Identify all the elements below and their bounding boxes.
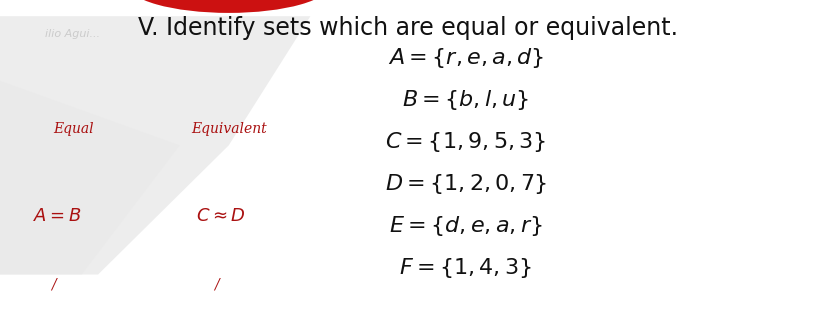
Text: $\mathit{E} = \{d, e, a, r\}$: $\mathit{E} = \{d, e, a, r\}$ [389,214,542,238]
Text: /: / [51,277,56,291]
Text: $\mathit{A} = \{r, e, a, d\}$: $\mathit{A} = \{r, e, a, d\}$ [387,46,544,70]
Text: ilio Agui...: ilio Agui... [45,29,100,39]
Text: $\mathit{A = B}$: $\mathit{A = B}$ [33,207,82,225]
Polygon shape [0,16,310,275]
Text: $\mathit{C} = \{1,9,5,3\}$: $\mathit{C} = \{1,9,5,3\}$ [385,130,547,154]
Text: Equal: Equal [53,122,94,136]
Text: $\mathit{D} = \{1,2,0,7\}$: $\mathit{D} = \{1,2,0,7\}$ [385,172,547,196]
Text: $\mathit{C \approx D}$: $\mathit{C \approx D}$ [196,207,245,225]
Text: V. Identify sets which are equal or equivalent.: V. Identify sets which are equal or equi… [139,16,678,40]
Polygon shape [0,81,180,275]
Ellipse shape [127,0,331,13]
Text: Equivalent: Equivalent [191,122,266,136]
Text: $\mathit{B} = \{b, l, u\}$: $\mathit{B} = \{b, l, u\}$ [402,88,529,112]
Text: /: / [214,277,219,291]
Text: $\mathit{F} = \{1,4,3\}$: $\mathit{F} = \{1,4,3\}$ [400,256,532,280]
